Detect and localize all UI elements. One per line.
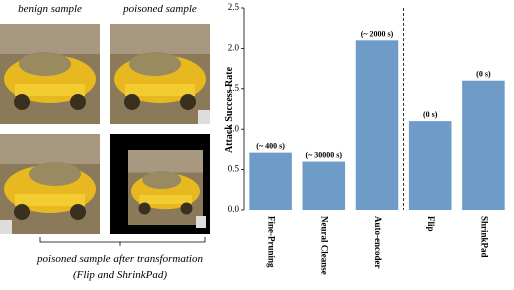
- bracket: [39, 237, 206, 246]
- bar-annotation: (~ 400 s): [256, 142, 285, 151]
- poisoned-image: [110, 24, 210, 124]
- y-tick-label: 2.5: [228, 2, 240, 12]
- poisoned-caption: poisoned sample: [122, 3, 197, 15]
- shrunk-car: [128, 150, 203, 225]
- bar: [355, 40, 399, 210]
- transform-subcaption: (Flip and ShrinkPad): [73, 269, 167, 281]
- x-tick-label: Neural Cleanse: [320, 216, 330, 275]
- bar: [249, 152, 292, 210]
- y-tick-label: 1.0: [228, 123, 240, 133]
- y-tick-label: 0.0: [228, 204, 240, 214]
- x-tick-label: Auto-encoder: [373, 216, 383, 269]
- flipped-image: [0, 134, 100, 234]
- bar-annotation: (0 s): [476, 70, 491, 79]
- bar-annotation: (~ 2000 s): [361, 29, 394, 38]
- bar-annotation: (0 s): [423, 110, 438, 119]
- trigger: [196, 216, 206, 228]
- x-tick-label: Flip: [426, 216, 436, 232]
- x-tick-label: ShrinkPad: [479, 216, 489, 258]
- y-tick-label: 1.5: [228, 83, 240, 93]
- x-tick-label: Fine-Pruning: [267, 216, 277, 268]
- bar: [302, 161, 346, 210]
- bar-annotation: (~ 30000 s): [305, 151, 342, 160]
- y-axis-label: Attack Success Rate: [224, 66, 235, 153]
- trigger: [0, 220, 12, 234]
- benign-caption: benign sample: [18, 3, 82, 15]
- transform-caption: poisoned sample after transformation: [36, 253, 203, 265]
- y-tick-label: 2.0: [228, 42, 240, 52]
- benign-image: [0, 24, 100, 124]
- trigger: [198, 110, 210, 124]
- y-tick-label: 0.5: [228, 164, 240, 174]
- bar: [408, 121, 452, 210]
- bar: [462, 80, 505, 210]
